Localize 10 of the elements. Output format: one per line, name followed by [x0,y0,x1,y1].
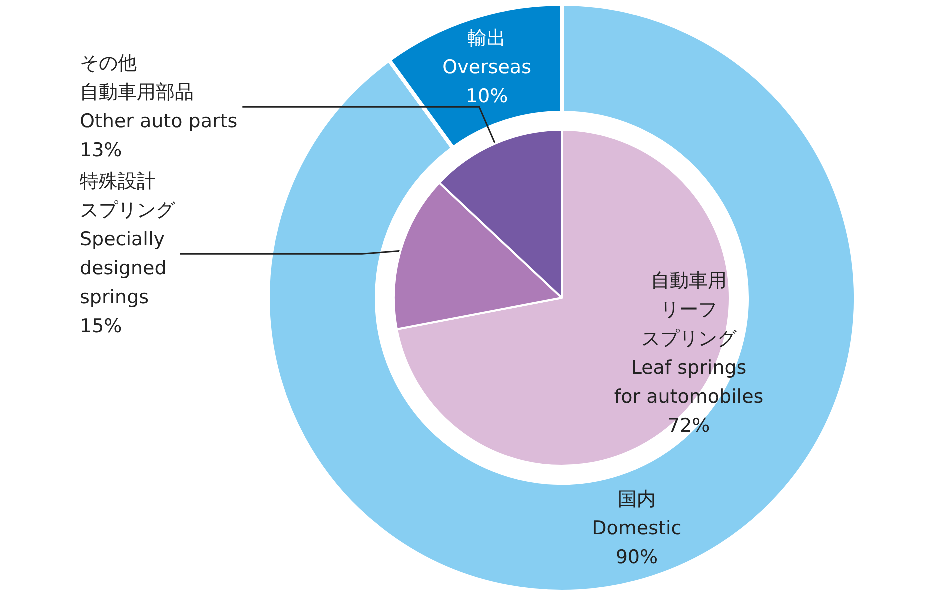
slice-label: その他自動車用部品 Other auto parts [80,52,238,133]
slice-label: 輸出 Overseas [442,27,532,78]
slice-label: 自動車用リーフスプリング Leaf springs for automobiles [614,270,764,408]
data-label: 13% [80,140,122,162]
data-label: 90% [616,546,658,569]
slice-label: 国内 Domestic [592,488,682,540]
data-label: 72% [668,414,710,437]
data-label: 15% [80,316,122,338]
slice-label: 特殊設計スプリング Specially designed springs [80,170,176,309]
data-label: 10% [466,85,508,108]
